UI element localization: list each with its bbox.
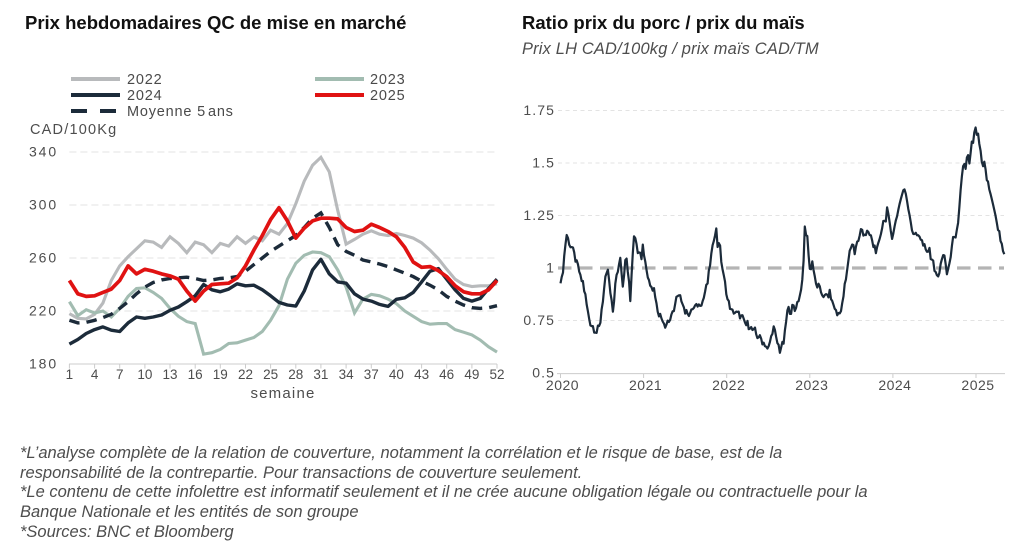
- svg-text:37: 37: [364, 367, 379, 382]
- svg-text:semaine: semaine: [250, 385, 315, 402]
- svg-text:340: 340: [29, 144, 58, 160]
- svg-text:1.25: 1.25: [523, 207, 555, 223]
- svg-text:31: 31: [313, 367, 328, 382]
- svg-text:0.75: 0.75: [523, 312, 555, 328]
- svg-text:2021: 2021: [629, 377, 662, 393]
- svg-text:19: 19: [213, 367, 228, 382]
- svg-text:4: 4: [91, 367, 99, 382]
- svg-text:7: 7: [116, 367, 124, 382]
- svg-text:2024: 2024: [878, 377, 911, 393]
- svg-text:2022: 2022: [127, 72, 162, 88]
- svg-text:2024: 2024: [127, 88, 162, 104]
- svg-text:1.75: 1.75: [523, 102, 555, 118]
- svg-text:1: 1: [546, 260, 555, 276]
- svg-text:2025: 2025: [961, 377, 994, 393]
- svg-text:180: 180: [29, 356, 58, 372]
- svg-text:300: 300: [29, 197, 58, 213]
- svg-text:16: 16: [188, 367, 203, 382]
- svg-text:34: 34: [339, 367, 355, 382]
- svg-text:22: 22: [238, 367, 253, 382]
- svg-text:Moyenne 5 ans: Moyenne 5 ans: [127, 104, 234, 120]
- svg-text:CAD/100Kg: CAD/100Kg: [30, 122, 117, 138]
- svg-text:25: 25: [263, 367, 278, 382]
- svg-text:220: 220: [29, 303, 58, 319]
- svg-text:1: 1: [66, 367, 74, 382]
- svg-text:49: 49: [464, 367, 479, 382]
- svg-text:2022: 2022: [712, 377, 745, 393]
- svg-text:260: 260: [29, 250, 58, 266]
- svg-text:2020: 2020: [546, 377, 579, 393]
- svg-text:52: 52: [489, 367, 504, 382]
- svg-text:46: 46: [439, 367, 454, 382]
- svg-text:0.5: 0.5: [532, 365, 555, 381]
- svg-text:28: 28: [288, 367, 303, 382]
- svg-text:1.5: 1.5: [532, 155, 555, 171]
- svg-text:40: 40: [389, 367, 404, 382]
- svg-text:10: 10: [137, 367, 152, 382]
- svg-text:2023: 2023: [795, 377, 828, 393]
- svg-text:2025: 2025: [370, 88, 405, 104]
- svg-text:2023: 2023: [370, 72, 405, 88]
- svg-text:43: 43: [414, 367, 429, 382]
- svg-text:13: 13: [162, 367, 177, 382]
